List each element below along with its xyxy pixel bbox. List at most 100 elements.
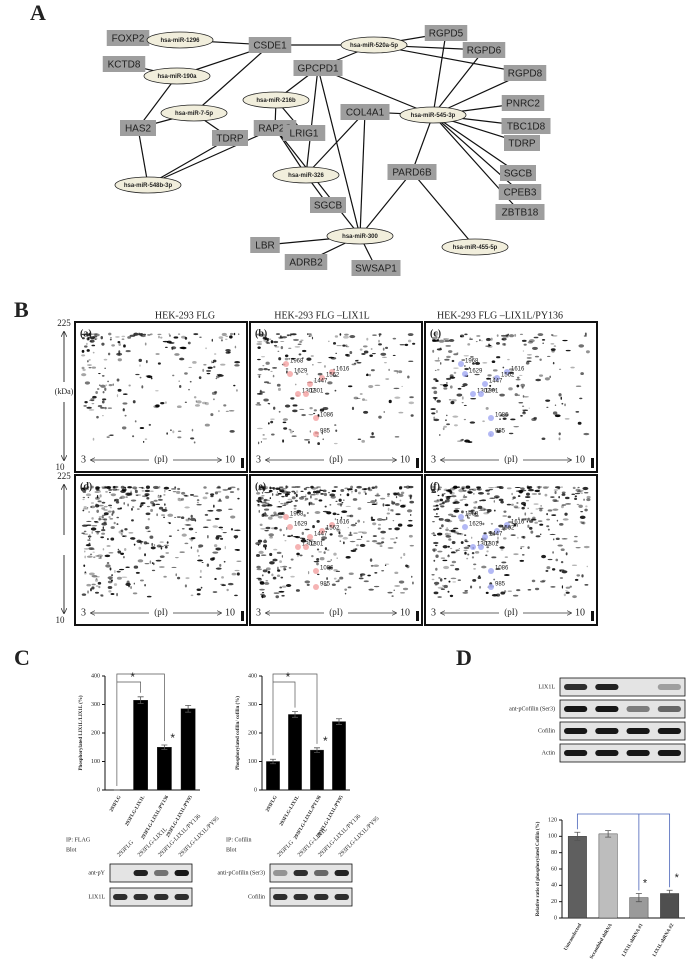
- gel-spot: [453, 424, 458, 427]
- gel-spot: [510, 534, 516, 536]
- gel-spot: [328, 491, 330, 494]
- gel-spot: [181, 335, 186, 339]
- pi-low: 3: [431, 607, 436, 618]
- gel-spot: [355, 522, 357, 525]
- spot-label: 1562: [501, 526, 515, 532]
- gel-spot: [257, 501, 260, 503]
- gel-spot: [580, 511, 584, 513]
- gel-spot: [159, 541, 164, 543]
- gel-spot: [335, 570, 341, 572]
- gel-spot: [401, 385, 403, 387]
- gel-spot: [383, 411, 386, 413]
- mirna-node: [146, 31, 214, 49]
- gel-spot: [519, 559, 525, 562]
- gel-spot: [321, 536, 328, 540]
- gel-spot: [518, 402, 524, 404]
- gel-spot: [260, 501, 267, 504]
- gel-spot: [564, 403, 566, 407]
- gel-spot: [574, 493, 581, 495]
- gel-spot: [282, 421, 287, 424]
- gel-spot: [134, 420, 137, 423]
- mirna-node: [160, 104, 228, 122]
- gel-spot: [343, 499, 345, 501]
- blot-band: [174, 894, 189, 900]
- gel-spot: [356, 362, 362, 364]
- spot-circle: [478, 391, 484, 397]
- gel-spot: [83, 405, 87, 407]
- gel-spot: [221, 332, 227, 337]
- bar: [598, 833, 618, 919]
- gel-spot: [101, 342, 105, 346]
- gel-spot: [103, 512, 109, 516]
- gene-label: LRIG1: [290, 129, 319, 140]
- gel-column-title: HEK-293 FLG –LIX1L/PY136: [437, 310, 563, 321]
- gel-spot: [167, 513, 174, 517]
- gel-spot: [319, 408, 325, 412]
- spot-label: 1968: [465, 359, 479, 365]
- gel-spot: [81, 532, 85, 534]
- gel-spot: [384, 563, 390, 565]
- gel-spot: [523, 503, 526, 507]
- gel-spot: [349, 540, 356, 543]
- blot-band: [314, 894, 329, 900]
- gel-spot: [407, 524, 413, 527]
- gel-spot: [273, 513, 279, 517]
- gel-spot: [451, 560, 457, 564]
- gel-spot: [552, 411, 558, 415]
- gel-spot: [98, 373, 101, 375]
- gel-spot: [261, 491, 264, 494]
- gel-spot: [111, 486, 118, 488]
- mirna-label: hsa-miR-1296: [160, 38, 200, 44]
- gel-spot: [261, 504, 268, 507]
- gel-spot: [287, 498, 293, 501]
- gel-spot: [82, 499, 85, 501]
- gel-spot: [557, 487, 561, 490]
- spot-circle: [303, 544, 309, 550]
- gel-spot: [96, 388, 100, 390]
- gel-spot: [542, 342, 544, 344]
- gel-spot: [270, 418, 275, 420]
- spot-label: 1562: [501, 373, 515, 379]
- gel-spot: [327, 566, 333, 569]
- gel-spot: [443, 584, 448, 589]
- gel-spot: [283, 567, 286, 571]
- gel-spot: [258, 497, 262, 501]
- gel-spot: [392, 354, 396, 357]
- gel-spot: [88, 337, 90, 340]
- gel-spot: [369, 373, 371, 377]
- gel-spot: [392, 337, 397, 340]
- gel-spot: [346, 493, 350, 497]
- gel-spot: [488, 489, 494, 491]
- gel-spot: [212, 359, 217, 363]
- spot-circle: [504, 369, 510, 375]
- gel-spot: [439, 347, 442, 350]
- gel-spot: [228, 508, 233, 510]
- gel-spot: [486, 492, 490, 495]
- gel-spot: [583, 498, 585, 501]
- gel-spot: [230, 486, 236, 489]
- gel-spot: [465, 485, 471, 489]
- gel-spot: [304, 497, 309, 501]
- gel-spot: [546, 566, 551, 570]
- mirna-label: hsa-miR-520a-5p: [350, 43, 398, 49]
- gel-spot: [177, 498, 183, 502]
- gel-spot: [381, 570, 385, 572]
- gel-spot: [578, 344, 585, 348]
- gel-marker: [416, 458, 419, 468]
- gene-label: KCTD8: [108, 60, 141, 71]
- gel-spot: [552, 508, 559, 511]
- gel-spot: [435, 507, 440, 511]
- gel-spot: [183, 494, 188, 497]
- spot-circle: [319, 528, 325, 534]
- gel-spot: [318, 499, 323, 502]
- gel-spot: [288, 428, 291, 431]
- gel-spot: [184, 524, 191, 526]
- gel-spot: [261, 574, 264, 577]
- gel-spot: [161, 508, 168, 512]
- gel-spot: [206, 519, 212, 522]
- gel-spot: [113, 521, 116, 525]
- gel-spot: [463, 404, 467, 406]
- gel-spot: [430, 408, 436, 411]
- mirna-label: hsa-miR-326: [288, 173, 324, 179]
- gel-spot: [290, 500, 293, 503]
